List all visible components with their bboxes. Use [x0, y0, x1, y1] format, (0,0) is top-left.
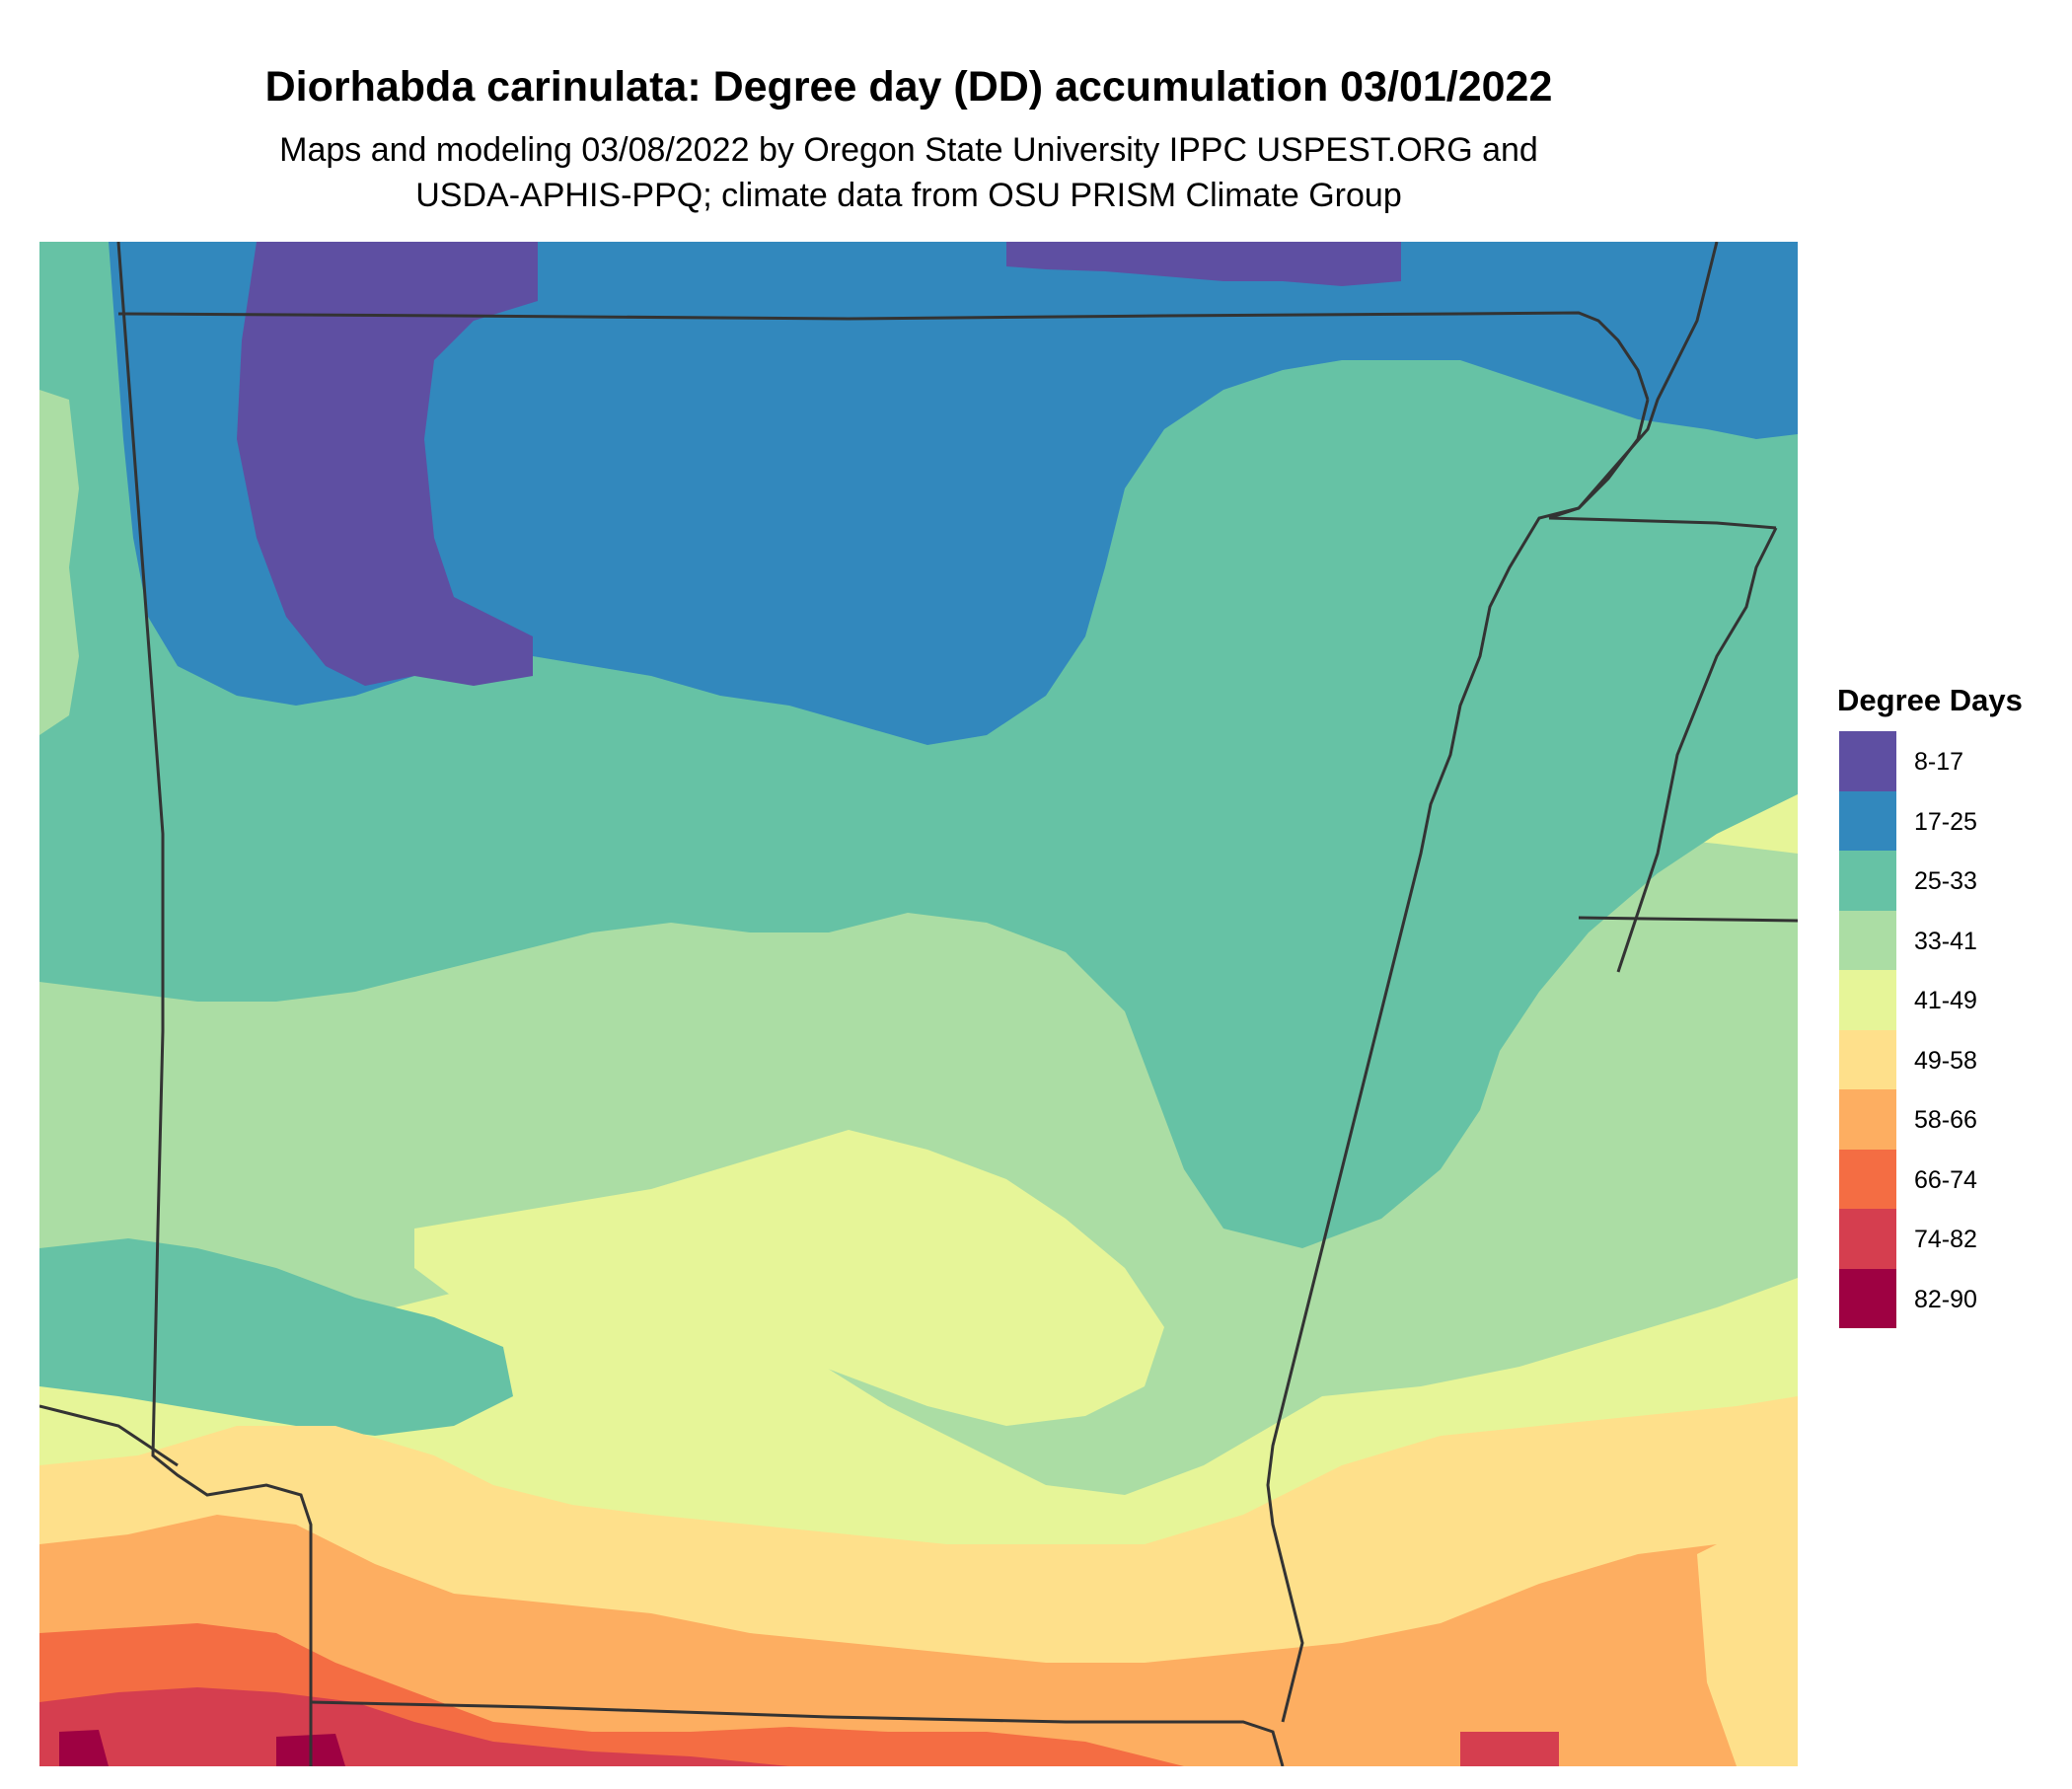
- state-border-west: [116, 242, 313, 1766]
- legend-label: 8-17: [1914, 748, 1964, 776]
- zone-8-17-west: [237, 242, 538, 686]
- legend-swatch: [1839, 790, 1896, 851]
- zone-49-58-east: [1697, 1525, 1798, 1766]
- legend-item: 41-49: [1837, 970, 2054, 1030]
- legend-item: 17-25: [1837, 790, 2054, 851]
- zone-41-49-central: [414, 1130, 1164, 1426]
- zone-8-17-north: [1006, 242, 1401, 286]
- zone-82-90: [59, 1730, 109, 1766]
- state-border-east-line: [1548, 516, 1777, 530]
- legend-swatch: [1839, 1089, 1896, 1150]
- state-border-north: [117, 311, 1650, 401]
- map-subtitle-line-2: USDA-APHIS-PPQ; climate data from OSU PR…: [415, 177, 1402, 214]
- degree-day-zones: [39, 242, 1798, 1766]
- legend-swatch: [1839, 1029, 1896, 1089]
- legend-items: 8-17 17-25 25-33 33-41 41-49 49-58 58-66 66-74 7…: [1837, 731, 2054, 1328]
- legend-label: 74-82: [1914, 1226, 1977, 1253]
- legend-swatch: [1839, 910, 1896, 970]
- legend-swatch: [1839, 731, 1896, 791]
- degree-day-raster: [39, 242, 1798, 1766]
- legend-swatch: [1839, 851, 1896, 911]
- legend-item: 49-58: [1837, 1029, 2054, 1089]
- legend-label: 41-49: [1914, 987, 1977, 1014]
- zone-74-82: [39, 1687, 789, 1766]
- legend-label: 25-33: [1914, 867, 1977, 895]
- degree-day-map: [39, 242, 1798, 1766]
- zone-17-25: [109, 242, 1798, 745]
- legend-label: 58-66: [1914, 1106, 1977, 1134]
- legend-label: 17-25: [1914, 807, 1977, 836]
- zone-74-82-southeast: [1460, 1732, 1559, 1766]
- legend-item: 58-66: [1837, 1089, 2054, 1150]
- legend-label: 82-90: [1914, 1285, 1977, 1313]
- state-border-east-upper: [1616, 527, 1778, 973]
- state-border-east-river: [1266, 399, 1650, 1723]
- state-border-south: [310, 1700, 1285, 1766]
- state-boundaries: [39, 242, 1798, 1766]
- legend: Degree Days 8-17 17-25 25-33 33-41 41-49 49-5…: [1837, 681, 2054, 1328]
- legend-item: 25-33: [1837, 851, 2054, 911]
- state-border-mid-east: [1578, 916, 1798, 923]
- legend-swatch: [1839, 1268, 1896, 1328]
- legend-swatch: [1839, 1149, 1896, 1209]
- legend-item: 82-90: [1837, 1268, 2054, 1328]
- legend-swatch: [1839, 1209, 1896, 1269]
- legend-label: 66-74: [1914, 1165, 1977, 1194]
- legend-item: 33-41: [1837, 910, 2054, 970]
- legend-swatch: [1839, 970, 1896, 1030]
- legend-item: 74-82: [1837, 1209, 2054, 1269]
- zone-58-66: [39, 1515, 1798, 1766]
- map-title: Diorhabda carinulata: Degree day (DD) ac…: [264, 63, 1553, 111]
- legend-item: 66-74: [1837, 1149, 2054, 1209]
- legend-label: 33-41: [1914, 927, 1977, 955]
- map-subtitle-line-1: Maps and modeling 03/08/2022 by Oregon S…: [279, 131, 1538, 169]
- zone-33-41-west-edge: [39, 390, 79, 735]
- legend-label: 49-58: [1914, 1046, 1977, 1075]
- legend-title: Degree Days: [1837, 683, 2023, 717]
- state-border-northeast: [1548, 242, 1719, 520]
- state-border-southwest: [39, 1404, 179, 1467]
- legend-item: 8-17: [1837, 731, 2054, 791]
